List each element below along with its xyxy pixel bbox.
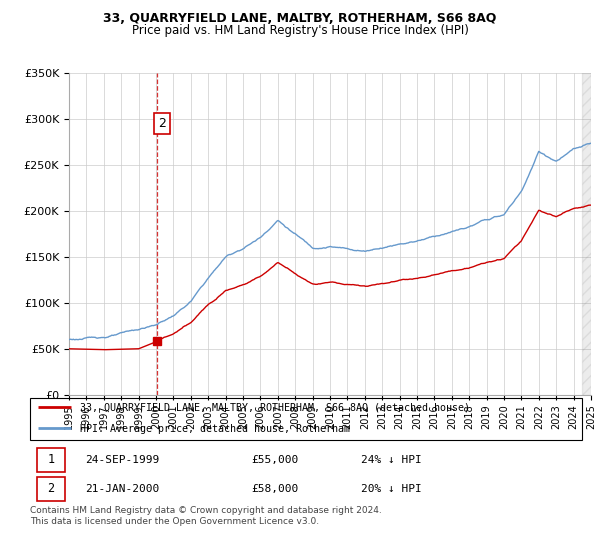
- Text: 21-JAN-2000: 21-JAN-2000: [85, 484, 160, 494]
- Text: HPI: Average price, detached house, Rotherham: HPI: Average price, detached house, Roth…: [80, 424, 350, 433]
- Text: £55,000: £55,000: [251, 455, 298, 465]
- Bar: [37, 447, 65, 472]
- Text: 1: 1: [47, 453, 55, 466]
- Text: 33, QUARRYFIELD LANE, MALTBY, ROTHERHAM, S66 8AQ: 33, QUARRYFIELD LANE, MALTBY, ROTHERHAM,…: [103, 12, 497, 25]
- Text: 33, QUARRYFIELD LANE, MALTBY, ROTHERHAM, S66 8AQ (detached house): 33, QUARRYFIELD LANE, MALTBY, ROTHERHAM,…: [80, 403, 470, 413]
- Text: Price paid vs. HM Land Registry's House Price Index (HPI): Price paid vs. HM Land Registry's House …: [131, 24, 469, 36]
- Text: 24% ↓ HPI: 24% ↓ HPI: [361, 455, 422, 465]
- Text: 24-SEP-1999: 24-SEP-1999: [85, 455, 160, 465]
- Text: £58,000: £58,000: [251, 484, 298, 494]
- Text: 20% ↓ HPI: 20% ↓ HPI: [361, 484, 422, 494]
- Text: 2: 2: [47, 482, 55, 496]
- Bar: [37, 477, 65, 501]
- Text: Contains HM Land Registry data © Crown copyright and database right 2024.
This d: Contains HM Land Registry data © Crown c…: [30, 506, 382, 526]
- Text: 2: 2: [158, 117, 166, 130]
